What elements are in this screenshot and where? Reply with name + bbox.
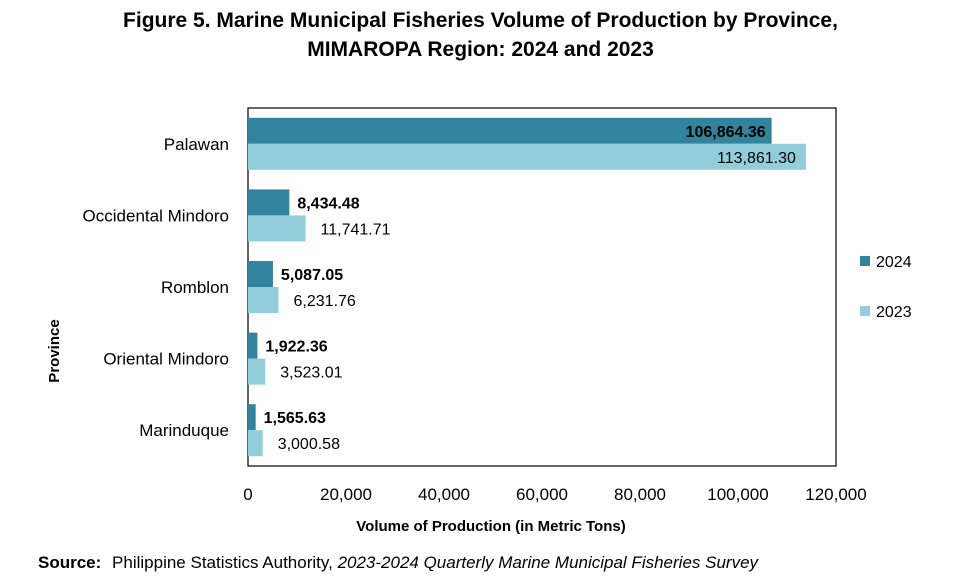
x-tick-label: 60,000 [516,485,568,504]
chart-title: Figure 5. Marine Municipal Fisheries Vol… [0,6,961,64]
bar-2023 [248,287,279,313]
chart-title-line1: Figure 5. Marine Municipal Fisheries Vol… [123,9,838,32]
category-label: Romblon [161,278,229,297]
chart-title-line2: MIMAROPA Region: 2024 and 2023 [307,38,654,61]
source-note: Source: Philippine Statistics Authority,… [38,553,758,573]
x-tick-label: 20,000 [320,485,372,504]
data-label-2023: 6,231.76 [294,293,356,310]
data-label-2024: 1,565.63 [264,410,326,427]
x-axis-label: Volume of Production (in Metric Tons) [356,518,625,535]
data-label-2023: 3,000.58 [278,436,340,453]
bars-group: 106,864.36 113,861.30 8,434.48 11,741.71 5,0… [248,117,806,457]
data-label-2024: 1,922.36 [265,339,327,356]
x-tick-label: 40,000 [418,485,470,504]
data-label-2023: 11,741.71 [321,221,391,238]
data-label-2024: 8,434.48 [297,195,359,212]
bar-2023 [248,430,263,457]
legend-swatch-2023 [860,306,870,316]
legend-label-2023: 2023 [876,304,912,321]
legend-swatch-2024 [860,256,870,266]
source-label: Source: [38,553,102,572]
data-label-2024: 106,864.36 [686,124,766,141]
bar-2024 [248,117,772,144]
x-tick-labels: 0 20,000 40,000 60,000 80,000 100,000 120,000 [243,485,866,504]
bar-2023 [248,215,306,242]
bar-2024 [248,404,256,431]
bar-2024 [248,332,258,359]
x-tick-label: 0 [243,485,252,504]
category-label: Occidental Mindoro [83,206,229,225]
category-label: Oriental Mindoro [103,350,229,369]
legend: 2024 2023 [860,254,912,321]
legend-label-2024: 2024 [876,254,912,271]
x-tick-label: 100,000 [707,485,768,504]
data-label-2023: 113,861.30 [717,150,796,167]
bar-2024 [248,189,290,216]
category-labels: Palawan Occidental Mindoro Romblon Oriental… [83,135,229,440]
bar-2023 [248,358,266,385]
bar-2023 [248,143,806,170]
x-tick-label: 80,000 [614,485,666,504]
bar-2024 [248,261,273,287]
x-tick-label: 120,000 [805,485,866,504]
source-survey: 2023-2024 Quarterly Marine Municipal Fis… [337,553,759,572]
data-label-2024: 5,087.05 [281,267,343,284]
source-org: Philippine Statistics Authority, [112,553,333,572]
category-label: Palawan [164,135,229,154]
y-axis-label: Province [46,319,63,382]
category-label: Marinduque [139,421,229,440]
data-label-2023: 3,523.01 [280,365,342,382]
